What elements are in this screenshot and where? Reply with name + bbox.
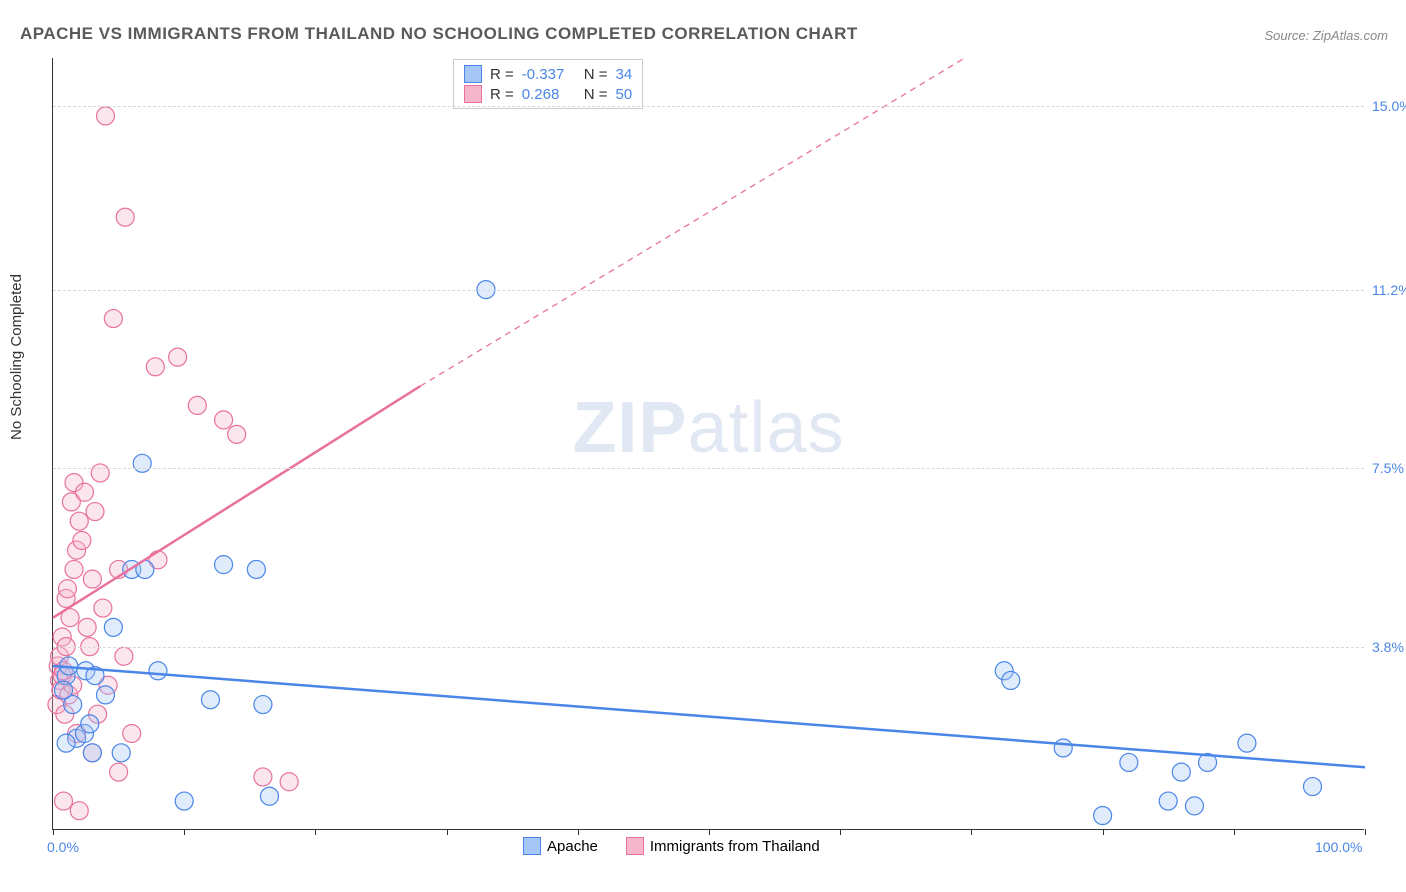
chart-title: APACHE VS IMMIGRANTS FROM THAILAND NO SC… — [20, 24, 858, 44]
xtick-mark — [447, 829, 448, 835]
y-axis-label: No Schooling Completed — [8, 274, 25, 440]
xtick-mark — [1234, 829, 1235, 835]
xtick-mark — [971, 829, 972, 835]
ytick-label: 11.2% — [1372, 282, 1406, 298]
legend-n-label: N = — [584, 86, 608, 103]
ytick-label: 3.8% — [1372, 639, 1406, 655]
ytick-label: 7.5% — [1372, 460, 1406, 476]
xtick-label: 100.0% — [1315, 839, 1362, 855]
legend-n-value: 50 — [616, 86, 633, 103]
xtick-mark — [840, 829, 841, 835]
gridline — [53, 468, 1364, 469]
legend-series-name: Apache — [547, 838, 598, 855]
legend-stat-row: R = -0.337 N = 34 — [464, 64, 632, 84]
legend-r-label: R = — [490, 66, 514, 83]
legend-n-label: N = — [584, 66, 608, 83]
legend-r-value: 0.268 — [522, 86, 576, 103]
legend-swatch — [464, 65, 482, 83]
gridline — [53, 106, 1364, 107]
legend-swatch — [464, 85, 482, 103]
legend-swatch — [523, 837, 541, 855]
legend-r-label: R = — [490, 86, 514, 103]
xtick-mark — [578, 829, 579, 835]
legend-series-item: Apache — [523, 837, 598, 855]
gridline — [53, 290, 1364, 291]
xtick-mark — [1365, 829, 1366, 835]
legend-stat-row: R = 0.268 N = 50 — [464, 84, 632, 104]
legend-n-value: 34 — [616, 66, 633, 83]
legend-r-value: -0.337 — [522, 66, 576, 83]
chart-plot-area: ZIPatlas R = -0.337 N = 34 R = 0.268 N =… — [52, 58, 1364, 830]
legend-series: Apache Immigrants from Thailand — [523, 837, 820, 855]
legend-series-item: Immigrants from Thailand — [626, 837, 820, 855]
source-attribution: Source: ZipAtlas.com — [1264, 28, 1388, 43]
xtick-mark — [709, 829, 710, 835]
xtick-label: 0.0% — [47, 839, 79, 855]
legend-series-name: Immigrants from Thailand — [650, 838, 820, 855]
xtick-mark — [1103, 829, 1104, 835]
legend-swatch — [626, 837, 644, 855]
xtick-mark — [315, 829, 316, 835]
xtick-mark — [184, 829, 185, 835]
scatter-svg — [53, 58, 1364, 829]
xtick-mark — [53, 829, 54, 835]
legend-stats-box: R = -0.337 N = 34 R = 0.268 N = 50 — [453, 59, 643, 109]
gridline — [53, 647, 1364, 648]
ytick-label: 15.0% — [1372, 98, 1406, 114]
